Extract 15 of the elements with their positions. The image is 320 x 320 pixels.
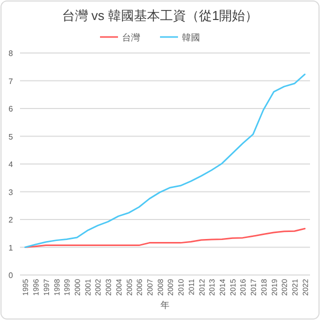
y-tick-label: 3 (8, 188, 14, 197)
chart-title: 台灣 vs 韓國基本工資（從1開始） (62, 8, 258, 23)
line-series (24, 74, 306, 248)
y-tick-label: 2 (8, 216, 14, 224)
legend-label: 韓國 (182, 32, 200, 42)
y-tick-label: 6 (8, 104, 14, 114)
y-tick-label: 8 (8, 49, 14, 58)
y-tick-label: 4 (8, 160, 14, 169)
y-tick-label: 5 (8, 132, 14, 142)
y-tick-label: 0 (8, 271, 14, 280)
x-axis-title: 年 (160, 300, 170, 310)
line-series (24, 228, 306, 248)
legend-label: 台灣 (122, 32, 140, 42)
y-tick-label: 7 (8, 76, 14, 86)
y-tick-label: 1 (8, 243, 14, 252)
